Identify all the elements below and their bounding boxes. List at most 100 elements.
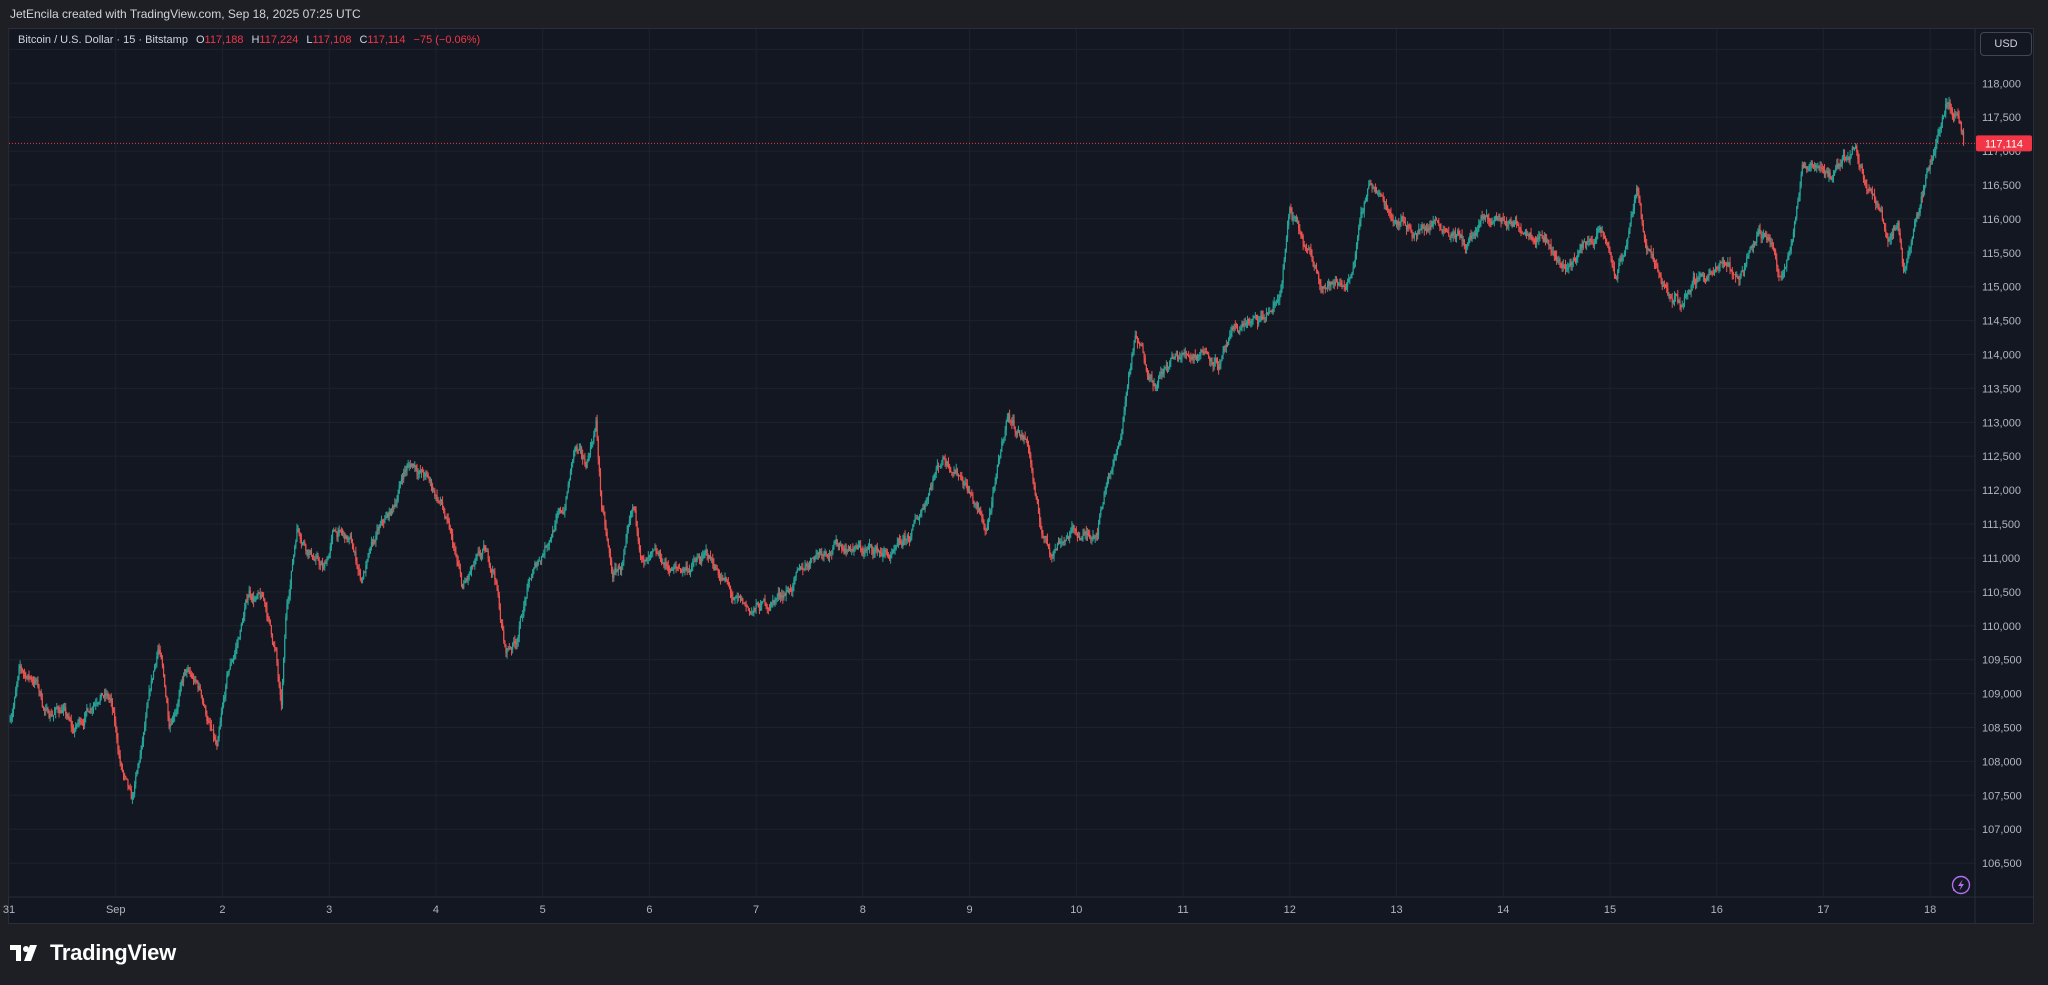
- candle-body: [807, 566, 809, 568]
- candle-body: [1842, 154, 1845, 158]
- candle-body: [1256, 318, 1259, 324]
- candle-body: [1961, 131, 1964, 132]
- candle-body: [1806, 166, 1808, 170]
- candle-body: [1484, 216, 1487, 219]
- candle-body: [1318, 273, 1320, 280]
- candle-body: [1002, 439, 1004, 442]
- candle-body: [1083, 533, 1085, 535]
- candle-body: [616, 570, 618, 572]
- candle-body: [110, 698, 112, 701]
- candle-body: [1825, 173, 1827, 175]
- price-chart[interactable]: 106,500107,000107,500108,000108,500109,0…: [0, 0, 2048, 924]
- candle-body: [1440, 228, 1442, 230]
- candle-body: [1044, 535, 1046, 538]
- candle-body: [1046, 538, 1049, 545]
- candle-body: [1086, 533, 1089, 536]
- candle-body: [850, 546, 852, 551]
- chart-frame[interactable]: [8, 28, 2034, 924]
- symbol-description[interactable]: Bitcoin / U.S. Dollar · 15 · Bitstamp: [18, 34, 188, 46]
- candle-body: [314, 559, 316, 561]
- candle-body: [1736, 276, 1738, 278]
- candle-body: [188, 669, 190, 672]
- candle-body: [1907, 253, 1909, 262]
- candle-body: [1014, 426, 1016, 432]
- candle-body: [1921, 196, 1923, 198]
- candle-body: [1449, 235, 1451, 237]
- candle-body: [1612, 266, 1614, 267]
- candle-body: [970, 493, 972, 495]
- candle-body: [1938, 131, 1940, 135]
- candle-body: [722, 577, 724, 580]
- candle-body: [424, 474, 426, 477]
- candle-body: [449, 528, 451, 532]
- candle-body: [563, 512, 565, 514]
- candle-body: [407, 465, 409, 468]
- candle-body: [555, 519, 557, 525]
- candle-body: [845, 548, 847, 553]
- candle-body: [1831, 178, 1833, 180]
- candle-body: [885, 549, 887, 552]
- candle-body: [1582, 241, 1584, 248]
- candle-body: [1255, 314, 1258, 319]
- candle-body: [406, 467, 408, 471]
- candle-body: [537, 560, 539, 565]
- candle-body: [1945, 104, 1947, 115]
- candle-body: [1759, 229, 1761, 234]
- candle-body: [1535, 237, 1538, 245]
- candle-body: [1936, 138, 1938, 145]
- candle-body: [1151, 374, 1153, 381]
- candle-body: [120, 762, 122, 766]
- candle-body: [1291, 211, 1293, 220]
- candle-body: [637, 530, 639, 542]
- candle-body: [1074, 528, 1076, 530]
- candle-body: [106, 693, 108, 696]
- candle-body: [1286, 225, 1289, 238]
- candle-body: [907, 535, 910, 539]
- lightning-icon[interactable]: [1950, 874, 1972, 896]
- candle-body: [1176, 353, 1179, 359]
- tradingview-logo[interactable]: TradingView: [10, 940, 176, 966]
- candle-body: [1358, 227, 1360, 237]
- currency-button[interactable]: USD: [1980, 32, 2032, 56]
- candle-body: [512, 642, 514, 650]
- candle-body: [1887, 238, 1889, 242]
- candle-body: [738, 595, 741, 597]
- candle-body: [1280, 289, 1282, 295]
- candle-body: [1340, 283, 1342, 286]
- candle-body: [340, 530, 343, 533]
- candle-body: [1101, 506, 1103, 510]
- candle-body: [764, 598, 766, 604]
- candle-body: [90, 708, 92, 710]
- candle-body: [1266, 312, 1269, 315]
- candle-body: [1357, 236, 1359, 245]
- candle-body: [67, 716, 69, 718]
- candle-body: [1001, 441, 1003, 452]
- candle-body: [1580, 244, 1582, 250]
- candle-body: [775, 598, 777, 600]
- candle-body: [856, 545, 858, 549]
- candle-body: [1901, 249, 1903, 264]
- candle-body: [930, 485, 932, 491]
- y-tick-label: 115,500: [1982, 248, 2021, 260]
- candle-body: [993, 486, 995, 493]
- candle-body: [1789, 251, 1791, 254]
- candle-body: [931, 485, 933, 487]
- candle-body: [1056, 544, 1059, 550]
- candle-body: [1169, 361, 1171, 367]
- candle-body: [1753, 242, 1756, 245]
- candle-body: [1321, 286, 1323, 288]
- candle-body: [663, 562, 665, 566]
- candle-body: [667, 565, 669, 571]
- candle-body: [1599, 227, 1601, 229]
- candle-body: [602, 507, 604, 511]
- candle-body: [13, 697, 16, 707]
- candle-body: [1288, 216, 1290, 226]
- candle-body: [557, 512, 559, 515]
- candle-body: [913, 521, 915, 525]
- candle-body: [1586, 241, 1588, 245]
- candle-body: [1175, 353, 1177, 355]
- candle-body: [779, 594, 782, 598]
- candle-body: [757, 603, 759, 608]
- candle-body: [273, 642, 275, 646]
- candle-body: [645, 559, 647, 562]
